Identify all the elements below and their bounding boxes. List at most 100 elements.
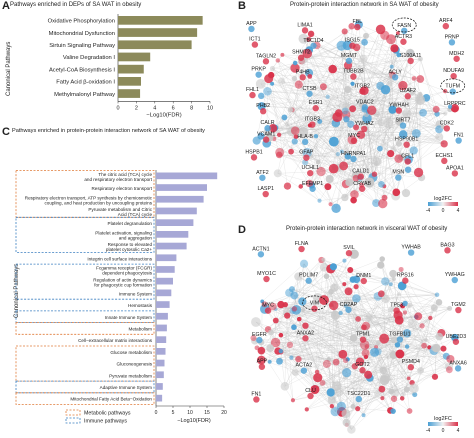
- b-edge: [277, 60, 399, 144]
- b-node: [307, 30, 315, 38]
- d-edge: [269, 352, 375, 362]
- c-category-label: Gluconeogenesis: [117, 362, 153, 367]
- b-edge: [268, 78, 280, 135]
- c-legend-swatch: [65, 417, 81, 424]
- b-node: [415, 95, 426, 105]
- d-node: [446, 354, 455, 364]
- d-edge: [286, 311, 346, 361]
- b-edge: [295, 76, 310, 131]
- d-edge: [369, 318, 395, 340]
- d-labels: ACTN1 FLNA SVIL YWHAB BAG3 MYO1C PDLIM7 DNM1 RPS…: [251, 241, 467, 403]
- b-edge: [267, 91, 421, 101]
- b-node: [398, 130, 408, 139]
- b-highlight-ellipse: [440, 78, 466, 94]
- d-edge: [314, 389, 383, 399]
- b-edge: [294, 141, 306, 163]
- b-node: [292, 60, 298, 66]
- b-node: [299, 127, 309, 137]
- d-edge: [365, 356, 414, 389]
- d-edge: [352, 318, 359, 407]
- b-edge: [266, 35, 367, 144]
- b-node-label: HNRNPA1: [341, 151, 366, 157]
- d-edge: [326, 347, 430, 365]
- d-node: [352, 294, 361, 303]
- b-node: [383, 117, 394, 128]
- c-category-label: Response to elevated platelet cytosolic C…: [106, 242, 153, 252]
- d-edge: [365, 353, 382, 390]
- b-edge: [295, 130, 337, 209]
- c-x-axis-label: −Log10(FDR): [177, 418, 211, 424]
- a-bar: [118, 77, 141, 86]
- b-labeled-node: [361, 104, 369, 111]
- b-edge: [291, 131, 345, 198]
- d-node: [388, 306, 395, 313]
- d-node: [250, 334, 257, 342]
- b-labeled-node: [453, 55, 460, 62]
- b-node-label: MGMT: [341, 53, 358, 59]
- b-node-label: ITGB2: [355, 83, 370, 89]
- b-labeled-node: [255, 71, 262, 78]
- d-node: [390, 388, 400, 398]
- d-node: [435, 299, 443, 306]
- d-node: [336, 401, 346, 411]
- d-node: [332, 358, 340, 366]
- b-labeled-node: [455, 137, 462, 144]
- d-edge: [284, 260, 345, 387]
- b-edge: [364, 108, 455, 110]
- d-edge: [346, 305, 410, 423]
- b-node: [387, 149, 395, 158]
- d-edge: [272, 254, 355, 307]
- b-node: [288, 148, 294, 155]
- b-edge: [391, 66, 437, 110]
- b-node-label: CDK2: [440, 120, 454, 126]
- b-edge: [277, 60, 293, 110]
- b-node: [411, 76, 417, 81]
- b-edge: [267, 91, 304, 133]
- c-bar: [156, 348, 166, 355]
- b-node: [418, 56, 423, 62]
- d-edge: [338, 339, 426, 393]
- b-node: [316, 166, 326, 177]
- d-node: [323, 273, 330, 280]
- b-edge: [315, 136, 322, 172]
- d-node: [277, 300, 285, 309]
- d-edge: [275, 342, 377, 348]
- c-category-label: Adaptive Immune System: [100, 385, 153, 390]
- b-labeled-node: [262, 136, 270, 143]
- b-edge: [332, 69, 355, 195]
- d-edge: [314, 279, 354, 390]
- d-edge: [404, 303, 425, 346]
- b-node: [328, 136, 339, 147]
- d-edge: [314, 389, 342, 407]
- c-bar: [156, 172, 218, 180]
- d-node: [395, 349, 405, 359]
- d-labeled-node: [454, 365, 462, 372]
- b-legend-title: log2FC: [434, 196, 452, 202]
- a-category-label: Fatty Acid β-oxidation I: [56, 80, 115, 86]
- d-labeled-node: [345, 306, 352, 313]
- d-node: [399, 396, 405, 401]
- b-labeled-node: [248, 25, 255, 33]
- b-node-label: PHB2: [256, 103, 270, 109]
- b-labeled-node: [297, 54, 305, 61]
- d-highlight-ellipse: [302, 295, 327, 311]
- d-legend-tick: 0: [442, 428, 445, 434]
- b-node-label: P4HB: [296, 69, 310, 75]
- d-node: [290, 291, 299, 300]
- b-edge: [279, 154, 402, 158]
- d-labeled-node: [300, 367, 308, 374]
- b-node: [325, 174, 334, 184]
- b-node-label: ATF2: [256, 170, 269, 176]
- c-group-box-immune: [15, 310, 155, 323]
- d-labeled-node: [359, 336, 367, 343]
- b-node-label: ACLY: [388, 69, 402, 75]
- b-node: [325, 94, 330, 99]
- d-node: [397, 281, 407, 291]
- d-labeled-node: [257, 251, 265, 258]
- d-node: [342, 368, 352, 378]
- c-group-box-metabolic: [15, 392, 155, 405]
- b-node: [394, 154, 403, 163]
- b-edge: [303, 131, 347, 185]
- b-node: [339, 161, 349, 171]
- c-x-tick-label: 15: [204, 410, 210, 416]
